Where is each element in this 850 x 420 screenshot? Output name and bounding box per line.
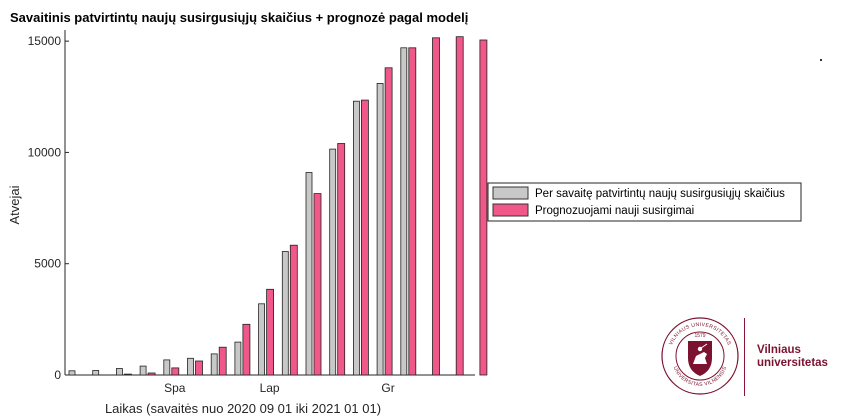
bar-forecast <box>408 47 417 376</box>
x-tick-label: Spa <box>164 381 186 395</box>
bar-forecast <box>147 372 156 376</box>
bar-forecast <box>266 288 275 376</box>
legend-box <box>487 182 802 222</box>
bar-forecast <box>242 323 251 376</box>
x-tick-label: Gr <box>381 381 394 395</box>
bar-forecast <box>432 37 440 376</box>
y-tick-label: 5000 <box>34 257 61 271</box>
bar-confirmed <box>210 353 218 376</box>
bar-forecast <box>337 143 346 376</box>
y-tick-label: 15000 <box>28 34 62 48</box>
bar-confirmed <box>139 365 147 376</box>
bar-confirmed <box>116 368 123 376</box>
bar-confirmed <box>187 357 194 376</box>
bar-forecast <box>218 346 227 376</box>
bar-confirmed <box>92 370 100 376</box>
university-name: Vilniaus universitetas <box>757 344 828 370</box>
x-tick-label: Lap <box>260 381 280 395</box>
x-axis-label: Laikas (savaitės nuo 2020 09 01 iki 2021… <box>105 401 381 416</box>
bar-confirmed <box>352 100 360 376</box>
legend: Per savaitę patvirtintų naujų susirgusių… <box>487 182 802 222</box>
bar-forecast <box>195 360 203 376</box>
bar-confirmed <box>163 359 171 376</box>
university-seal-icon: VILNIAUS UNIVERSITETAS UNIVERSITAS VILNE… <box>661 317 739 395</box>
legend-label-confirmed: Per savaitę patvirtintų naujų susirgusių… <box>535 188 785 200</box>
stray-dot <box>820 59 822 61</box>
bar-forecast <box>455 36 464 376</box>
y-tick-label: 10000 <box>28 145 62 159</box>
bar-confirmed <box>376 83 384 376</box>
bar-confirmed <box>234 341 242 376</box>
bar-forecast <box>384 67 393 376</box>
y-tick-label: 0 <box>54 368 61 382</box>
bar-forecast <box>479 39 488 376</box>
legend-swatch-forecast <box>492 203 529 217</box>
y-axis-label: Atvejai <box>7 185 22 224</box>
y-ticks: 0 5000 10000 15000 <box>28 34 69 382</box>
bar-forecast <box>313 193 322 376</box>
bar-forecast <box>124 373 132 376</box>
university-name-line-2: universitetas <box>757 357 828 369</box>
bar-confirmed <box>400 47 408 376</box>
bar-forecast <box>171 367 180 376</box>
bar-forecast <box>289 244 298 376</box>
legend-swatch-confirmed <box>492 186 529 200</box>
bar-confirmed <box>68 370 76 376</box>
chart-title: Savaitinis patvirtintų naujų susirgusiųj… <box>10 10 468 25</box>
bar-forecast <box>360 99 369 376</box>
bar-confirmed <box>281 251 289 376</box>
svg-text:1579: 1579 <box>694 333 705 339</box>
university-logo: VILNIAUS UNIVERSITETAS UNIVERSITAS VILNE… <box>660 316 840 398</box>
bar-confirmed <box>258 303 266 376</box>
legend-label-forecast: Prognozuojami nauji susirgimai <box>535 205 694 217</box>
bar-confirmed <box>329 148 337 376</box>
university-name-line-1: Vilniaus <box>757 344 801 356</box>
logo-divider <box>744 318 745 396</box>
bar-confirmed <box>305 172 313 376</box>
bars <box>68 36 488 376</box>
